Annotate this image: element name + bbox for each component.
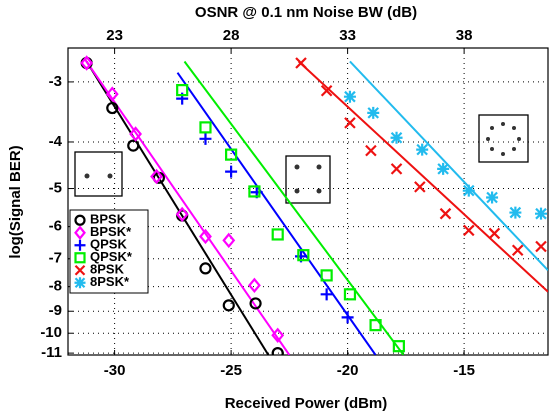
x2-tick-label: 38: [456, 27, 473, 44]
legend-marker: [74, 239, 86, 251]
y-axis-label: log(Signal BER): [7, 145, 24, 258]
x2-tick-label: 28: [223, 27, 240, 44]
legend-label: BPSK*: [90, 224, 132, 239]
legend-marker: [74, 264, 86, 276]
data-point: [225, 148, 238, 161]
legend-label: QPSK*: [90, 249, 133, 264]
x-tick-label: -30: [104, 362, 126, 379]
data-point: [488, 227, 501, 240]
legend-marker: [74, 277, 86, 289]
data-point: [271, 228, 284, 241]
y-tick-label: -10: [40, 324, 62, 341]
constellation-inset: [285, 155, 331, 204]
x2-tick-label: 33: [339, 27, 356, 44]
data-point: [343, 90, 356, 103]
constellation-inset: [478, 114, 529, 163]
data-point: [462, 184, 475, 197]
data-point: [80, 55, 94, 71]
data-point: [247, 277, 261, 294]
data-point: [414, 181, 426, 193]
legend-label: BPSK: [90, 212, 127, 227]
fit-line: [83, 57, 291, 355]
plot-area: [80, 55, 548, 355]
data-point: [249, 297, 262, 310]
data-point: [390, 131, 403, 144]
data-point: [295, 57, 307, 69]
data-point: [106, 101, 119, 115]
data-point: [271, 327, 285, 344]
legend-marker: [74, 214, 86, 226]
data-point: [320, 84, 333, 97]
y-tick-label: -6: [49, 218, 62, 235]
x2-tick-label: 23: [106, 27, 123, 44]
data-point: [509, 206, 522, 219]
data-point: [392, 340, 405, 353]
data-point: [129, 126, 143, 142]
x-tick-label: -15: [453, 362, 475, 379]
data-point: [176, 84, 189, 97]
legend-label: QPSK: [90, 237, 127, 252]
data-point: [320, 269, 333, 282]
data-point: [343, 288, 357, 301]
data-point: [535, 207, 548, 220]
data-point: [248, 185, 261, 198]
legend-marker: [74, 225, 86, 240]
legend-label: 8PSK: [90, 262, 125, 277]
y-tick-label: -4: [49, 133, 63, 150]
data-point: [222, 299, 235, 312]
data-point: [297, 249, 310, 262]
data-point: [320, 288, 333, 301]
y-tick-label: -3: [49, 73, 62, 90]
fit-line: [176, 72, 377, 355]
plot-frame: [67, 47, 549, 356]
x-tick-label: -20: [337, 362, 359, 379]
data-point: [199, 132, 212, 145]
x2-axis-label: OSNR @ 0.1 nm Noise BW (dB): [195, 4, 417, 21]
y-tick-label: -11: [41, 344, 62, 361]
data-point: [486, 191, 499, 204]
x-tick-label: -25: [220, 362, 242, 379]
y-tick-label: -7: [49, 250, 62, 267]
data-point: [462, 224, 475, 237]
fit-line: [298, 60, 548, 293]
data-point: [127, 139, 140, 152]
y-tick-label: -8: [49, 278, 62, 295]
x-axis-label: Received Power (dBm): [225, 395, 388, 412]
y-tick-label: -9: [49, 302, 62, 319]
data-point: [271, 347, 284, 355]
data-point: [222, 232, 236, 249]
data-point: [341, 311, 354, 324]
data-point: [390, 163, 403, 175]
data-point: [439, 207, 452, 220]
fit-line: [349, 60, 548, 272]
data-point: [367, 106, 380, 119]
data-point: [511, 244, 524, 257]
data-point: [437, 162, 450, 175]
data-point: [225, 165, 238, 178]
data-point: [344, 117, 356, 129]
legend-marker: [74, 252, 86, 264]
data-point: [535, 240, 547, 253]
data-point: [199, 262, 212, 275]
data-point: [175, 206, 189, 223]
data-point: [416, 143, 429, 156]
data-point: [105, 86, 119, 102]
y-tick-label: -5: [49, 180, 62, 197]
data-point: [369, 319, 382, 332]
data-point: [150, 168, 163, 185]
fit-line: [183, 60, 405, 355]
data-point: [365, 144, 377, 157]
data-point: [199, 228, 212, 245]
legend-label: 8PSK*: [90, 274, 130, 289]
data-point: [199, 121, 212, 134]
